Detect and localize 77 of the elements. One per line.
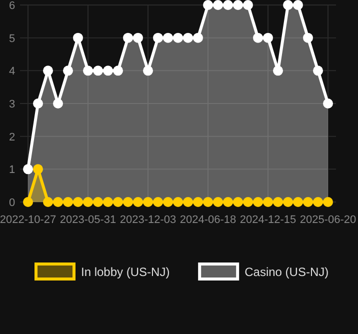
point bbox=[123, 197, 133, 207]
point bbox=[63, 66, 73, 76]
point bbox=[253, 32, 263, 43]
x-tick-label: 2025-06-20 bbox=[300, 214, 356, 226]
point bbox=[133, 32, 143, 43]
point bbox=[323, 98, 333, 108]
point bbox=[83, 197, 93, 207]
point bbox=[313, 66, 323, 76]
point bbox=[273, 66, 283, 76]
point bbox=[293, 0, 303, 10]
point bbox=[253, 197, 263, 207]
point bbox=[43, 66, 53, 76]
point bbox=[203, 197, 213, 207]
point bbox=[233, 197, 243, 207]
point bbox=[173, 197, 183, 207]
point bbox=[163, 197, 173, 207]
point bbox=[243, 197, 253, 207]
point bbox=[283, 0, 293, 10]
point bbox=[23, 197, 33, 207]
point bbox=[163, 32, 173, 43]
point bbox=[33, 164, 43, 174]
point bbox=[303, 32, 313, 43]
point bbox=[243, 0, 253, 10]
point bbox=[303, 197, 313, 207]
point bbox=[133, 197, 143, 207]
point bbox=[193, 32, 203, 43]
x-tick-label: 2024-12-15 bbox=[240, 214, 296, 226]
point bbox=[193, 197, 203, 207]
point bbox=[43, 197, 53, 207]
y-tick-label: 6 bbox=[8, 0, 16, 12]
point bbox=[53, 98, 63, 108]
point bbox=[213, 0, 223, 10]
point bbox=[273, 197, 283, 207]
point bbox=[23, 164, 33, 174]
y-tick-label: 1 bbox=[8, 164, 16, 176]
point bbox=[223, 197, 233, 207]
point bbox=[233, 0, 243, 10]
point bbox=[283, 197, 293, 207]
point bbox=[143, 66, 153, 76]
point bbox=[63, 197, 73, 207]
point bbox=[153, 32, 163, 43]
point bbox=[93, 197, 103, 207]
point bbox=[323, 197, 333, 207]
point bbox=[113, 66, 123, 76]
y-tick-label: 4 bbox=[8, 66, 16, 78]
x-tick-label: 2024-06-18 bbox=[180, 214, 236, 226]
legend-label: Casino (US-NJ) bbox=[244, 265, 329, 279]
y-tick-label: 0 bbox=[8, 197, 16, 209]
y-tick-label: 3 bbox=[8, 98, 16, 110]
point bbox=[183, 197, 193, 207]
x-tick-label: 2023-05-31 bbox=[60, 214, 116, 226]
legend-label: In lobby (US-NJ) bbox=[81, 265, 170, 279]
point bbox=[73, 197, 83, 207]
point bbox=[173, 32, 183, 43]
y-tick-label: 2 bbox=[8, 131, 16, 144]
x-tick-label: 2022-10-27 bbox=[0, 214, 56, 226]
point bbox=[83, 66, 93, 76]
point bbox=[203, 0, 213, 10]
x-tick-label: 2023-12-03 bbox=[120, 214, 176, 226]
point bbox=[293, 197, 303, 207]
point bbox=[313, 197, 323, 207]
y-tick-label: 5 bbox=[8, 32, 16, 45]
point bbox=[213, 197, 223, 207]
point bbox=[223, 0, 233, 10]
point bbox=[263, 32, 273, 43]
point bbox=[113, 197, 123, 207]
point bbox=[53, 197, 63, 207]
point bbox=[183, 32, 193, 43]
point bbox=[103, 197, 113, 207]
point bbox=[93, 66, 103, 76]
point bbox=[73, 32, 83, 43]
point bbox=[153, 197, 163, 207]
point bbox=[33, 98, 43, 108]
point bbox=[123, 32, 133, 43]
point bbox=[103, 66, 113, 76]
point bbox=[143, 197, 153, 207]
point bbox=[263, 197, 273, 207]
